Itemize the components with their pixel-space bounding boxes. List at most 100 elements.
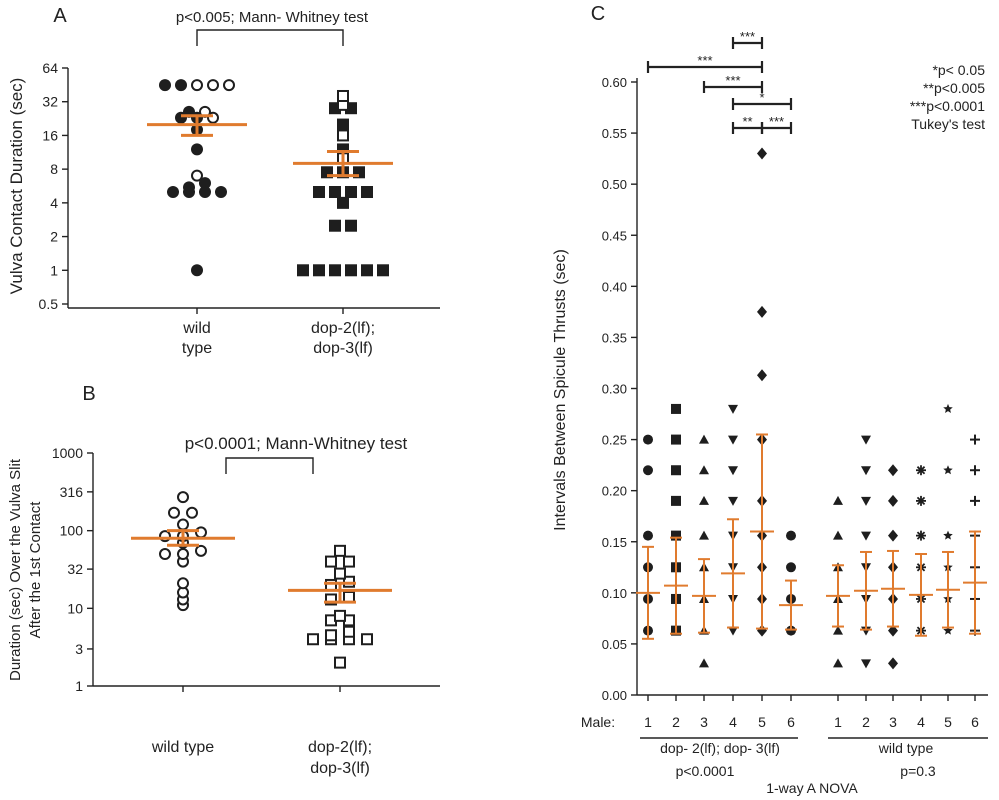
data-point <box>159 79 171 92</box>
x-tick-label: 1 <box>644 714 652 730</box>
group-pvalue: p<0.0001 <box>676 763 735 779</box>
data-point <box>361 633 373 646</box>
mean-sd-bar <box>936 550 960 629</box>
data-point <box>343 555 355 568</box>
x-tick-label: 2 <box>862 714 870 730</box>
data-point <box>195 544 207 557</box>
data-point <box>699 495 709 505</box>
y-tick-label: 0.00 <box>602 688 627 703</box>
panel-b: B 1 3 10 32 100 316 1000 Duration (sec) Over the… <box>7 383 440 777</box>
data-point <box>159 548 171 561</box>
y-tick-label: 1 <box>75 678 83 694</box>
data-point <box>861 435 871 445</box>
data-point <box>345 186 357 199</box>
data-point <box>699 465 709 475</box>
data-point <box>199 177 211 190</box>
mean-sd-bar <box>692 558 716 634</box>
data-point <box>307 633 319 646</box>
y-tick-label: 0.60 <box>602 75 627 90</box>
mean-sem-bar <box>288 581 392 604</box>
data-point <box>970 495 980 506</box>
x-tick-label: 3 <box>700 714 708 730</box>
data-point <box>334 544 346 557</box>
data-point <box>177 548 189 561</box>
y-axis-label: Intervals Between Spicule Thrusts (sec) <box>552 249 569 531</box>
data-point <box>313 186 325 199</box>
comparison-bracket <box>646 61 764 73</box>
data-point <box>175 79 187 92</box>
y-tick-label: 2 <box>50 229 58 245</box>
comparison-bracket <box>731 98 793 110</box>
legend-entry: **p<0.005 <box>923 80 985 96</box>
data-point <box>329 219 341 232</box>
y-tick-label: 4 <box>50 195 58 211</box>
y-tick-label: 0.35 <box>602 330 627 345</box>
data-point <box>343 590 355 603</box>
data-point <box>183 181 195 194</box>
x-tick-label: 2 <box>672 714 680 730</box>
data-point <box>757 369 767 382</box>
data-point <box>786 625 796 636</box>
data-point <box>861 531 871 541</box>
y-tick-label: 10 <box>67 600 83 616</box>
data-point <box>643 434 653 445</box>
data-point <box>361 186 373 199</box>
y-tick-label: 64 <box>42 60 58 76</box>
comparison-label: *** <box>697 53 712 68</box>
data-point <box>191 264 203 277</box>
data-point <box>671 403 681 414</box>
x-tick-label: 4 <box>729 714 737 730</box>
data-point <box>970 465 980 476</box>
data-point <box>833 625 843 635</box>
data-point <box>888 529 898 542</box>
data-point <box>916 465 926 476</box>
mean-sem-bar <box>293 149 393 178</box>
data-point <box>191 143 203 156</box>
y-tick-label: 0.25 <box>602 433 627 448</box>
y-tick-label: 1000 <box>52 445 83 461</box>
data-point <box>168 506 180 519</box>
x-category-label: type <box>182 340 212 357</box>
x-category-label: wild <box>182 320 211 337</box>
data-point <box>699 530 709 540</box>
y-tick-label: 16 <box>42 127 58 143</box>
x-category-label: dop-3(lf) <box>310 760 370 777</box>
data-point <box>337 118 349 131</box>
y-tick-label: 32 <box>67 561 83 577</box>
data-point <box>861 496 871 506</box>
y-tick-label: 0.05 <box>602 637 627 652</box>
data-point <box>329 186 341 199</box>
data-point <box>177 491 189 504</box>
mean-sd-bar <box>636 545 660 640</box>
data-point <box>329 264 341 277</box>
data-point <box>167 186 179 199</box>
data-point <box>943 465 953 475</box>
x-category-label: dop-3(lf) <box>313 340 373 357</box>
data-point <box>728 626 738 636</box>
y-tick-label: 0.5 <box>39 296 59 312</box>
significance-bracket <box>225 457 314 474</box>
data-point <box>186 506 198 519</box>
data-point <box>728 404 738 414</box>
mean-sd-bar <box>721 518 745 629</box>
panel-letter: A <box>53 5 67 27</box>
data-point <box>786 562 796 573</box>
y-tick-label: 100 <box>60 523 84 539</box>
data-point <box>177 577 189 590</box>
data-point <box>325 578 337 591</box>
data-point <box>334 656 346 669</box>
data-point <box>916 495 926 506</box>
panel-a: A 0.5 1 2 4 8 16 32 64 Vulva Contact Duration (se… <box>7 5 440 357</box>
group-label: dop- 2(lf); dop- 3(lf) <box>660 740 780 756</box>
data-point <box>699 434 709 444</box>
y-tick-label: 0.50 <box>602 177 627 192</box>
mean-sd-bar <box>779 579 803 631</box>
panel-letter: B <box>82 383 95 405</box>
data-point <box>337 89 349 102</box>
x-tick-label: 1 <box>834 714 842 730</box>
y-axis-label: Vulva Contact Duration (sec) <box>7 78 26 295</box>
data-point <box>888 657 898 670</box>
test-label: 1-way A NOVA <box>766 780 858 796</box>
group-label: wild type <box>878 740 934 756</box>
